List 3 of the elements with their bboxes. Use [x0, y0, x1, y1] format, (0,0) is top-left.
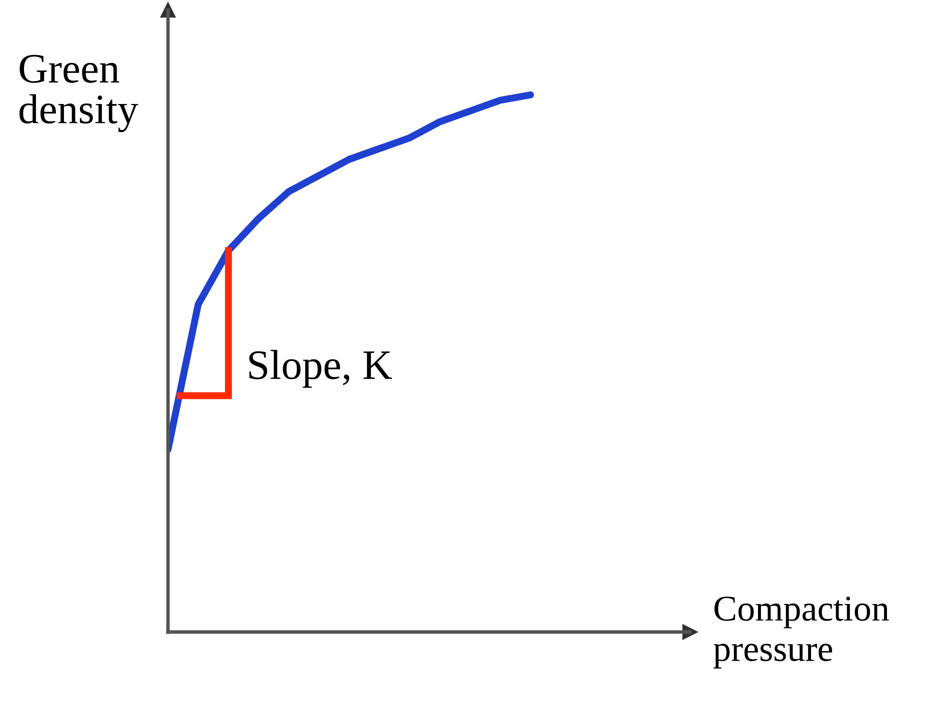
annotation: Slope, K	[249, 350, 392, 388]
x-axis-title: Compaction pressure	[714, 596, 889, 669]
y-axis-title: Green density	[20, 54, 138, 132]
